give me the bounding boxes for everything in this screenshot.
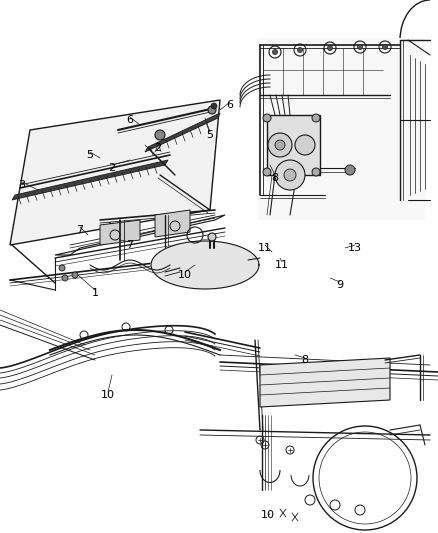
Text: 2: 2 (155, 143, 162, 153)
Text: 10: 10 (261, 510, 275, 520)
Circle shape (263, 114, 271, 122)
Circle shape (382, 44, 388, 50)
Text: 9: 9 (336, 280, 343, 290)
Text: 1: 1 (92, 288, 99, 298)
Text: 10: 10 (101, 390, 115, 400)
Circle shape (275, 140, 285, 150)
Text: 5: 5 (86, 150, 93, 160)
Polygon shape (260, 358, 390, 407)
Circle shape (72, 272, 78, 278)
Text: 6: 6 (226, 100, 233, 110)
Circle shape (211, 103, 217, 109)
Polygon shape (100, 220, 140, 245)
Polygon shape (12, 160, 168, 200)
Circle shape (275, 160, 305, 190)
Circle shape (328, 45, 332, 51)
Text: 13: 13 (348, 243, 362, 253)
Text: 7: 7 (77, 225, 84, 235)
Circle shape (284, 169, 296, 181)
Circle shape (208, 233, 216, 241)
Circle shape (297, 47, 303, 52)
Text: 7: 7 (127, 240, 134, 250)
Text: 10: 10 (178, 270, 192, 280)
Text: 2: 2 (109, 163, 116, 173)
Polygon shape (145, 113, 220, 152)
Text: 11: 11 (275, 260, 289, 270)
Polygon shape (258, 38, 425, 220)
Text: 8: 8 (272, 173, 279, 183)
Circle shape (59, 265, 65, 271)
Circle shape (62, 275, 68, 281)
Circle shape (268, 133, 292, 157)
Polygon shape (155, 210, 190, 237)
Text: 6: 6 (127, 115, 134, 125)
Polygon shape (55, 215, 225, 255)
Circle shape (263, 168, 271, 176)
Circle shape (312, 168, 320, 176)
Circle shape (272, 50, 278, 54)
Circle shape (312, 114, 320, 122)
Text: 8: 8 (301, 355, 308, 365)
Circle shape (208, 106, 216, 114)
Text: 5: 5 (206, 130, 213, 140)
Text: 3: 3 (18, 180, 25, 190)
Circle shape (345, 165, 355, 175)
Circle shape (357, 44, 363, 50)
Polygon shape (267, 115, 320, 175)
Circle shape (295, 135, 315, 155)
Text: 11: 11 (258, 243, 272, 253)
Polygon shape (10, 100, 220, 245)
Polygon shape (151, 241, 259, 289)
Circle shape (155, 130, 165, 140)
